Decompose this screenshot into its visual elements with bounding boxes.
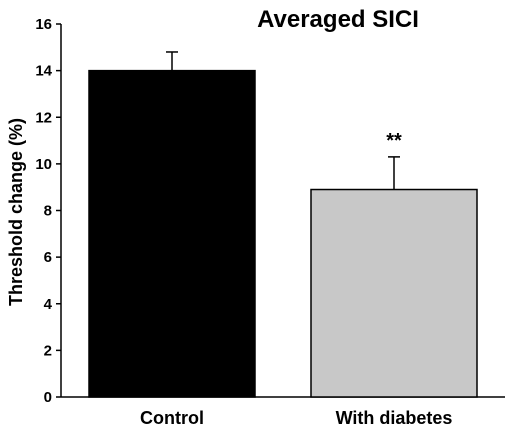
y-tick-label: 2 <box>44 342 52 359</box>
y-axis-label: Threshold change (%) <box>6 118 26 306</box>
y-tick-label: 14 <box>35 63 52 80</box>
bar <box>88 69 256 398</box>
y-tick-label: 12 <box>35 109 52 126</box>
y-tick-label: 8 <box>44 203 52 220</box>
significance-annotation: ** <box>386 130 402 152</box>
y-tick-label: 0 <box>44 389 52 406</box>
chart-title: Averaged SICI <box>257 6 419 33</box>
y-tick-label: 4 <box>44 296 53 313</box>
labels: Control With diabetes ** <box>140 130 452 426</box>
y-tick-label: 10 <box>35 156 52 173</box>
x-category-label: Control <box>140 408 204 426</box>
y-tick-label: 16 <box>35 16 52 33</box>
y-tick-label: 6 <box>44 249 52 266</box>
bars <box>88 51 478 398</box>
x-category-label: With diabetes <box>336 408 453 426</box>
bar <box>310 188 478 398</box>
